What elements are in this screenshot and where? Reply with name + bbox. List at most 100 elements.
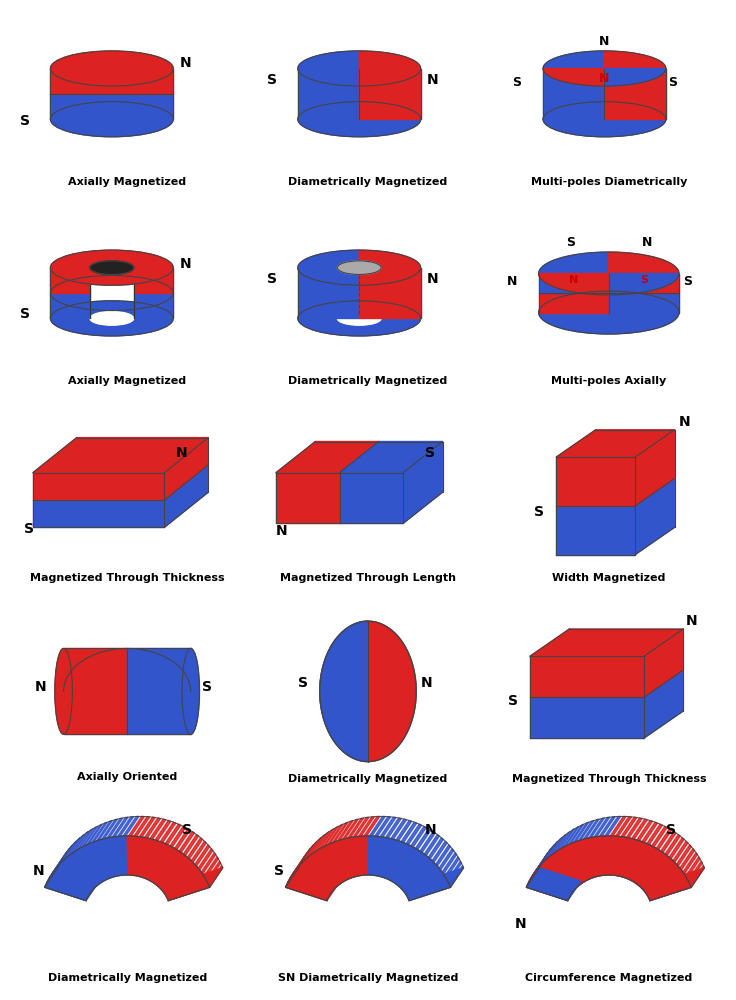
Polygon shape [298,69,359,119]
Polygon shape [630,860,645,881]
Polygon shape [526,868,581,901]
Polygon shape [45,866,59,887]
Polygon shape [169,868,223,901]
Polygon shape [559,829,575,850]
Polygon shape [374,856,389,875]
Text: S: S [24,522,34,536]
Polygon shape [415,829,431,850]
Polygon shape [65,838,80,859]
Polygon shape [447,861,461,883]
Polygon shape [609,274,679,293]
Polygon shape [683,853,698,874]
Polygon shape [204,857,219,878]
Polygon shape [364,816,380,836]
Ellipse shape [51,301,173,336]
Polygon shape [576,868,590,888]
Polygon shape [596,857,611,877]
Polygon shape [295,849,310,870]
Polygon shape [620,857,634,877]
Polygon shape [343,819,358,839]
Polygon shape [661,832,676,853]
Polygon shape [115,857,129,877]
Polygon shape [343,862,358,882]
Text: N: N [427,73,439,87]
Polygon shape [49,857,63,878]
Polygon shape [408,880,422,901]
Polygon shape [568,824,584,845]
Polygon shape [361,856,375,875]
Polygon shape [328,878,342,898]
Polygon shape [134,293,173,318]
Polygon shape [604,51,666,69]
Polygon shape [567,880,581,901]
Text: N: N [599,72,609,85]
Polygon shape [643,870,657,890]
Polygon shape [110,858,124,878]
Polygon shape [573,872,587,892]
Polygon shape [635,479,675,555]
Polygon shape [644,872,658,892]
Text: S: S [20,114,29,128]
Text: S: S [298,676,308,690]
Polygon shape [647,824,662,845]
Polygon shape [100,863,114,883]
Polygon shape [537,849,551,870]
Polygon shape [107,859,121,879]
Polygon shape [609,855,624,875]
Polygon shape [641,868,655,888]
Polygon shape [580,865,594,885]
Polygon shape [569,878,582,898]
Polygon shape [69,835,84,856]
Text: S: S [182,823,192,837]
Text: N: N [679,415,690,429]
Text: Axially Magnetized: Axially Magnetized [68,376,186,386]
Polygon shape [208,866,223,887]
Polygon shape [206,861,221,883]
Polygon shape [133,856,148,875]
Polygon shape [551,835,566,856]
Polygon shape [366,855,381,875]
Polygon shape [345,860,360,881]
Polygon shape [657,829,672,850]
Polygon shape [644,629,683,697]
Text: Diametrically Magnetized: Diametrically Magnetized [48,973,207,983]
Polygon shape [369,855,383,875]
Polygon shape [51,268,90,293]
Polygon shape [310,835,325,856]
Text: Magnetized Through Length: Magnetized Through Length [280,573,456,583]
Polygon shape [122,856,137,875]
Text: S: S [534,505,545,519]
Polygon shape [298,268,359,318]
Polygon shape [626,858,640,878]
Text: N: N [427,272,439,286]
Polygon shape [401,822,417,843]
Polygon shape [47,861,61,883]
Text: S: S [683,275,693,288]
Polygon shape [94,868,108,888]
Polygon shape [539,293,609,313]
Polygon shape [403,442,442,523]
Text: Multi-poles Diametrically: Multi-poles Diametrically [531,177,687,187]
Polygon shape [276,473,339,523]
Polygon shape [330,874,344,894]
Polygon shape [384,858,399,878]
Text: N: N [599,35,609,48]
Text: S: S [202,680,212,694]
Polygon shape [45,868,99,901]
Polygon shape [609,274,679,295]
Text: N: N [514,917,526,931]
Polygon shape [183,835,199,856]
Text: S: S [267,73,277,87]
Polygon shape [531,857,545,878]
Polygon shape [615,817,631,836]
Ellipse shape [298,301,420,336]
Polygon shape [160,822,176,843]
Polygon shape [445,857,459,878]
Polygon shape [547,838,562,859]
Ellipse shape [337,261,381,275]
Polygon shape [286,836,367,901]
Polygon shape [51,94,173,119]
Text: Axially Oriented: Axially Oriented [77,772,177,782]
Polygon shape [323,826,339,847]
Text: N: N [420,676,432,690]
